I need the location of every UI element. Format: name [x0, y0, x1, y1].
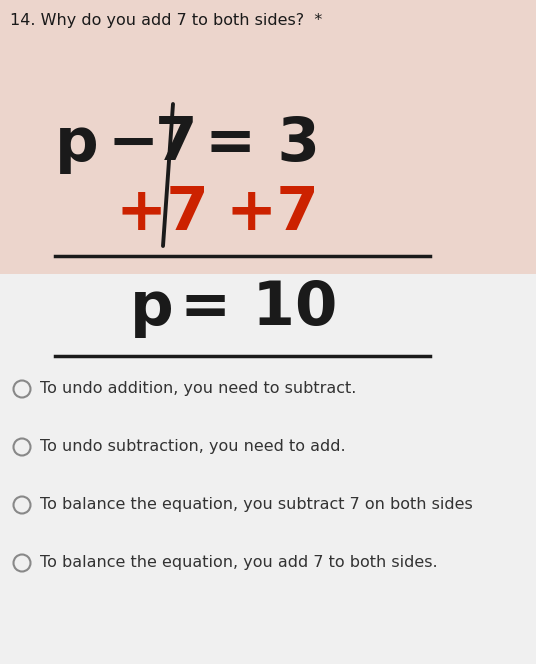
Text: p: p	[55, 114, 99, 173]
Text: To balance the equation, you subtract 7 on both sides: To balance the equation, you subtract 7 …	[40, 497, 473, 513]
Text: To undo subtraction, you need to add.: To undo subtraction, you need to add.	[40, 440, 346, 454]
Text: To undo addition, you need to subtract.: To undo addition, you need to subtract.	[40, 382, 356, 396]
Text: p: p	[130, 278, 174, 337]
Text: +7: +7	[225, 185, 319, 244]
Text: +7: +7	[115, 185, 209, 244]
Text: 14. Why do you add 7 to both sides?  *: 14. Why do you add 7 to both sides? *	[10, 13, 322, 28]
Text: To balance the equation, you add 7 to both sides.: To balance the equation, you add 7 to bo…	[40, 556, 437, 570]
Text: = 3: = 3	[205, 114, 320, 173]
FancyBboxPatch shape	[0, 0, 536, 274]
Text: −: −	[108, 114, 159, 173]
Text: 7: 7	[155, 114, 198, 173]
FancyBboxPatch shape	[0, 361, 536, 664]
Text: = 10: = 10	[180, 278, 337, 337]
FancyBboxPatch shape	[0, 274, 536, 664]
